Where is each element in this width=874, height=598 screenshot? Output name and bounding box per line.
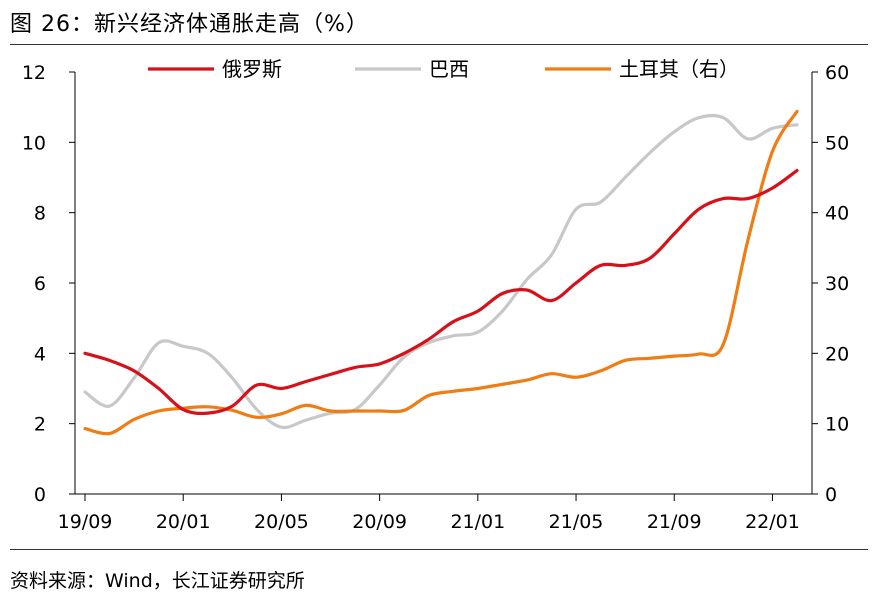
chart-title: 图 26：新兴经济体通胀走高（%） <box>10 12 369 37</box>
x-tick-label: 21/01 <box>450 511 505 533</box>
y-right-tick-label: 30 <box>825 273 849 295</box>
y-right-tick-label: 0 <box>825 484 837 506</box>
y-right-tick-label: 10 <box>825 414 849 436</box>
series-lines <box>83 109 799 436</box>
legend-label: 土耳其（右） <box>619 57 739 81</box>
y-right-tick-label: 40 <box>825 203 849 225</box>
x-tick-label: 20/05 <box>254 511 309 533</box>
x-tick-label: 22/01 <box>745 511 800 533</box>
y-right-tick-label: 50 <box>825 132 849 154</box>
x-tick-label: 21/05 <box>549 511 604 533</box>
source-rule <box>10 549 868 550</box>
chart-frame <box>74 72 813 495</box>
series-line-brazil <box>83 113 799 430</box>
legend-label: 俄罗斯 <box>222 57 282 81</box>
series-line-russia <box>83 168 799 415</box>
y-right-tick-label: 20 <box>825 343 849 365</box>
y-left-tick-label: 6 <box>34 273 46 295</box>
y-left-tick-label: 10 <box>22 132 46 154</box>
series-line-turkey <box>83 109 799 436</box>
x-tick-label: 21/09 <box>647 511 702 533</box>
source-note: 资料来源：Wind，长江证券研究所 <box>10 570 305 592</box>
legend-label: 巴西 <box>429 57 469 81</box>
legend-turkey: 土耳其（右） <box>545 57 739 81</box>
y-left-tick-label: 4 <box>34 343 46 365</box>
x-tick-label: 20/09 <box>352 511 407 533</box>
legend-russia: 俄罗斯 <box>148 57 282 81</box>
y-left-tick-label: 12 <box>22 62 46 84</box>
legend-brazil: 巴西 <box>355 57 469 81</box>
y-left-tick-label: 0 <box>34 484 46 506</box>
title-rule <box>10 44 868 45</box>
y-right-tick-label: 60 <box>825 62 849 84</box>
y-left-tick-label: 8 <box>34 203 46 225</box>
axes: 0 2 4 6 8 10 12 0 10 20 30 40 50 60 19/09 20/01 20/05 20/… <box>22 62 849 533</box>
x-tick-label: 19/09 <box>58 511 113 533</box>
x-tick-label: 20/01 <box>156 511 211 533</box>
y-left-tick-label: 2 <box>34 414 46 436</box>
legend: 俄罗斯 巴西 土耳其（右） <box>148 57 739 81</box>
